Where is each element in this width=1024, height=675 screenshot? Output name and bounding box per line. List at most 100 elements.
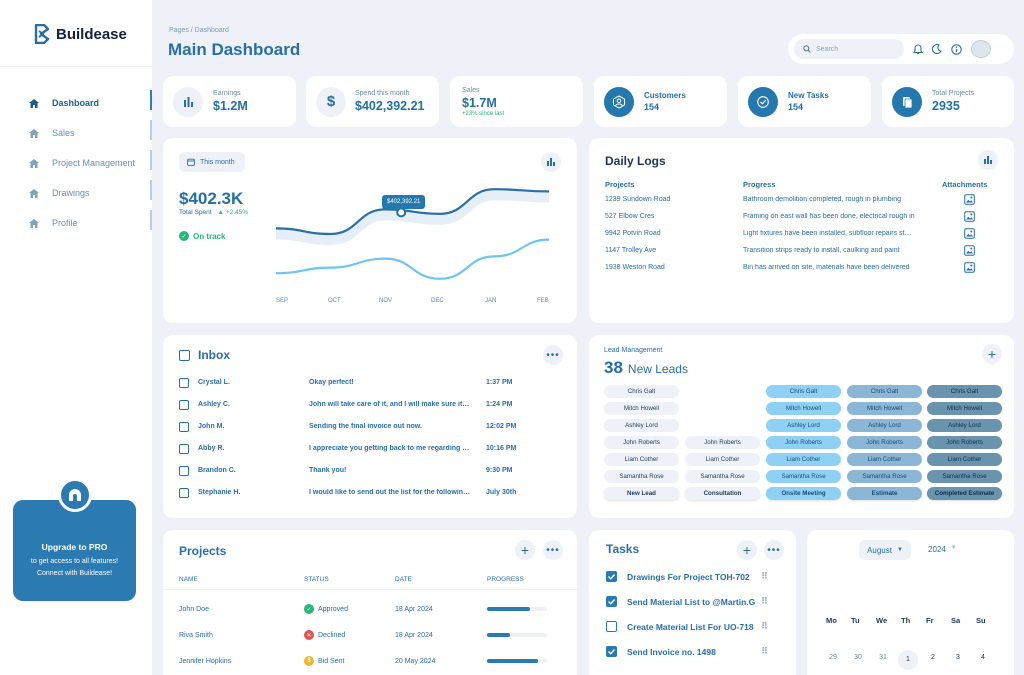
lead-card[interactable]: Mitch Howell	[766, 402, 841, 415]
lead-card[interactable]: Samantha Rose	[927, 470, 1002, 483]
calendar-day[interactable]: 30	[854, 654, 862, 661]
lead-card[interactable]: Mitch Howell	[927, 402, 1002, 415]
calendar-day[interactable]: 2	[931, 654, 935, 661]
task-item[interactable]: Send Invoice no. 1498 ⠿	[606, 646, 786, 661]
lead-card[interactable]: Liam Cother	[685, 453, 760, 466]
lead-card[interactable]: Liam Cother	[766, 453, 841, 466]
lead-card[interactable]: John Roberts	[604, 436, 679, 449]
moon-icon[interactable]	[932, 44, 942, 54]
add-task-button[interactable]: +	[737, 540, 757, 560]
lead-stage-header[interactable]: New Lead	[604, 487, 679, 500]
info-icon[interactable]	[951, 43, 962, 55]
logo[interactable]: Buildease	[34, 24, 127, 44]
calendar-day[interactable]: 3	[956, 654, 960, 661]
lead-card[interactable]: Samantha Rose	[766, 470, 841, 483]
lead-card[interactable]: Samantha Rose	[847, 470, 922, 483]
lead-stage-header[interactable]: Completed Estimate	[927, 487, 1002, 500]
log-row[interactable]: 9942 Potvin Road Light fixtures have been…	[605, 228, 995, 246]
sidebar-item-sales[interactable]: Sales	[0, 118, 152, 148]
highlight-point[interactable]	[396, 207, 407, 218]
lead-card[interactable]: Liam Cother	[847, 453, 922, 466]
message-checkbox[interactable]	[179, 444, 189, 454]
lead-card[interactable]: Ashley Lord	[847, 419, 922, 432]
task-checkbox[interactable]	[606, 646, 617, 657]
period-selector[interactable]: This month	[179, 152, 245, 172]
log-row[interactable]: 527 Elbow Cres Framing on east wall has b…	[605, 211, 995, 229]
inbox-message-row[interactable]: Abby R. I appreciate you getting back to …	[179, 444, 569, 459]
inbox-message-row[interactable]: Stephanie H. I would like to send out the…	[179, 488, 569, 503]
sidebar-item-profile[interactable]: Profile	[0, 208, 152, 238]
sidebar-item-dashboard[interactable]: Dashboard	[0, 88, 152, 118]
message-checkbox[interactable]	[179, 422, 189, 432]
image-attachment-icon[interactable]	[964, 211, 975, 224]
lead-card[interactable]: Chris Galt	[927, 385, 1002, 398]
more-options-button[interactable]: •••	[543, 540, 563, 560]
lead-stage-header[interactable]: Estimate	[847, 487, 922, 500]
task-item[interactable]: Create Material List For UO-718 ⠿	[606, 621, 786, 636]
lead-card[interactable]: Mitch Howell	[604, 402, 679, 415]
calendar-day[interactable]: 29	[829, 654, 837, 661]
project-row[interactable]: Jennifer Hopkins $ Bid Sent 20 May 2024	[179, 656, 569, 672]
lead-card[interactable]: John Roberts	[927, 436, 1002, 449]
add-project-button[interactable]: +	[515, 540, 535, 560]
inbox-message-row[interactable]: Ashley C. John will take care of it, and …	[179, 400, 569, 415]
image-attachment-icon[interactable]	[964, 228, 975, 241]
lead-card[interactable]: John Roberts	[766, 436, 841, 449]
more-options-button[interactable]: •••	[543, 345, 563, 365]
year-selector[interactable]: 2024 ▼	[928, 545, 957, 554]
lead-card[interactable]: Ashley Lord	[766, 419, 841, 432]
log-row[interactable]: 1147 Trolley Ave Transition strips ready …	[605, 245, 995, 263]
log-row[interactable]: 1938 Weston Road Bin has arrived on site,…	[605, 262, 995, 280]
drag-handle-icon[interactable]: ⠿	[761, 571, 768, 581]
lead-card[interactable]: John Roberts	[685, 436, 760, 449]
lead-card[interactable]: Chris Galt	[766, 385, 841, 398]
drag-handle-icon[interactable]: ⠿	[761, 621, 768, 631]
lead-card[interactable]: Chris Galt	[604, 385, 679, 398]
lead-card[interactable]: Chris Galt	[847, 385, 922, 398]
project-row[interactable]: John Doe ✓ Approved 18 Apr 2024	[179, 604, 569, 620]
lead-card[interactable]: Liam Cother	[604, 453, 679, 466]
inbox-message-row[interactable]: Brandon C. Thank you! 9:30 PM	[179, 466, 569, 481]
sidebar-item-drawings[interactable]: Drawings	[0, 178, 152, 208]
more-options-button[interactable]: •••	[764, 540, 784, 560]
drag-handle-icon[interactable]: ⠿	[761, 646, 768, 656]
calendar-day[interactable]: 31	[879, 654, 887, 661]
bell-icon[interactable]	[913, 43, 923, 55]
logs-options-button[interactable]	[978, 150, 998, 170]
message-checkbox[interactable]	[179, 466, 189, 476]
inbox-message-row[interactable]: John M. Sending the final invoice out now…	[179, 422, 569, 437]
image-attachment-icon[interactable]	[964, 194, 975, 207]
task-checkbox[interactable]	[606, 621, 617, 632]
message-checkbox[interactable]	[179, 400, 189, 410]
chart-options-button[interactable]	[541, 152, 561, 172]
image-attachment-icon[interactable]	[964, 262, 975, 275]
task-item[interactable]: Send Material List to @Martin.G ⠿	[606, 596, 786, 611]
task-item[interactable]: Drawings For Project TOH-702 ⠿	[606, 571, 786, 586]
calendar-day[interactable]: 1	[898, 650, 918, 670]
lead-card[interactable]: Mitch Howell	[847, 402, 922, 415]
lead-card[interactable]: Ashley Lord	[604, 419, 679, 432]
lead-card[interactable]: Ashley Lord	[927, 419, 1002, 432]
upgrade-card[interactable]: Upgrade to PRO to get access to all feat…	[13, 478, 136, 601]
project-row[interactable]: Riva Smith ✕ Declined 18 Apr 2024	[179, 630, 569, 646]
search-input[interactable]: Search	[794, 39, 904, 59]
lead-card[interactable]: John Roberts	[847, 436, 922, 449]
month-selector[interactable]: August ▼	[859, 540, 911, 560]
image-attachment-icon[interactable]	[964, 245, 975, 258]
lead-stage-header[interactable]: Onsite Meeting	[766, 487, 841, 500]
task-checkbox[interactable]	[606, 571, 617, 582]
message-checkbox[interactable]	[179, 488, 189, 498]
lead-stage-header[interactable]: Consultation	[685, 487, 760, 500]
task-checkbox[interactable]	[606, 596, 617, 607]
calendar-day[interactable]: 4	[981, 654, 985, 661]
lead-card[interactable]: Samantha Rose	[604, 470, 679, 483]
message-checkbox[interactable]	[179, 378, 189, 388]
inbox-message-row[interactable]: Crystal L. Okay perfect! 1:37 PM	[179, 378, 569, 393]
sidebar-item-project-management[interactable]: Project Management	[0, 148, 152, 178]
select-all-checkbox[interactable]	[179, 349, 190, 361]
log-row[interactable]: 1239 Sundown Road Bathroom demolition com…	[605, 194, 995, 212]
drag-handle-icon[interactable]: ⠿	[761, 596, 768, 606]
add-lead-button[interactable]: +	[982, 344, 1002, 364]
lead-card[interactable]: Liam Cother	[927, 453, 1002, 466]
avatar[interactable]	[971, 40, 991, 58]
